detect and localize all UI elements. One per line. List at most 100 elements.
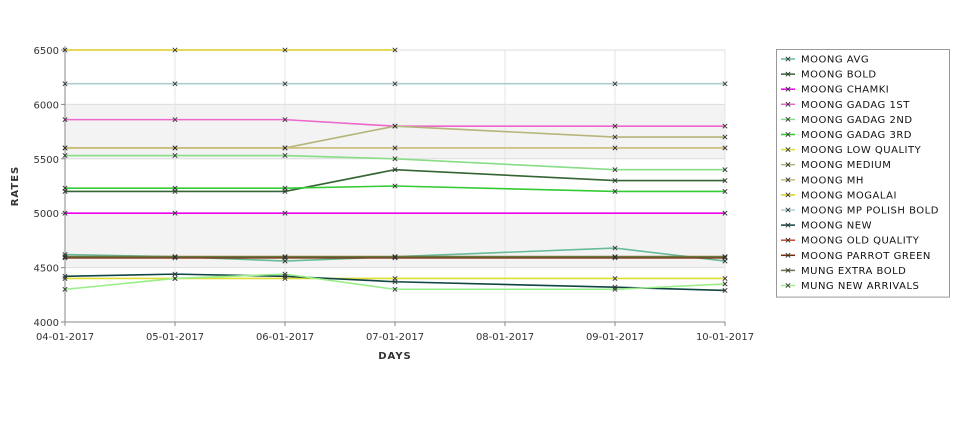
legend-label: MOONG AVG (801, 55, 869, 66)
data-point-marker (722, 145, 728, 151)
data-point-marker (62, 117, 68, 123)
data-point-marker (722, 210, 728, 216)
data-point-marker (722, 123, 728, 129)
data-point-marker (722, 287, 728, 293)
data-point-marker (62, 254, 68, 260)
data-point-marker (612, 254, 618, 260)
legend-label: MOONG NEW (801, 221, 872, 232)
y-tick-label: 5000 (34, 209, 59, 220)
data-point-marker (392, 255, 398, 261)
x-tick-label: 08-01-2017 (476, 332, 534, 343)
data-point-marker (722, 178, 728, 184)
series-line (65, 185, 725, 193)
data-point-marker (392, 167, 398, 173)
legend-label: MOONG PARROT GREEN (801, 251, 931, 262)
legend-marker (785, 131, 791, 138)
legend-marker (785, 267, 791, 273)
data-point-marker (172, 81, 178, 87)
data-point-marker (722, 134, 728, 140)
legend-marker (785, 177, 791, 183)
legend-marker (785, 86, 791, 92)
legend-label: MOONG MEDIUM (801, 160, 891, 171)
x-tick-label: 09-01-2017 (586, 332, 644, 343)
data-point-marker (612, 178, 618, 184)
legend-item: MOONG MP POLISH BOLD (781, 206, 939, 217)
series-line (64, 273, 726, 291)
legend-label: MOONG LOW QUALITY (801, 145, 922, 156)
x-axis-title: DAYS (378, 351, 412, 362)
legend-marker (785, 116, 791, 122)
data-point-marker (612, 134, 618, 140)
x-tick-label: 05-01-2017 (146, 332, 204, 343)
series-lines (64, 49, 726, 292)
data-point-marker (612, 145, 618, 151)
legend-item: MOONG GADAG 2ND (781, 115, 912, 126)
data-point-marker (282, 185, 288, 191)
data-point-marker (282, 153, 288, 159)
data-point-marker (282, 117, 288, 123)
data-point-marker (722, 281, 728, 287)
data-point-marker (62, 255, 68, 261)
data-point-marker (392, 183, 398, 189)
legend-marker (785, 222, 791, 228)
legend: MOONG AVG MOONG BOLD MOONG CHAMKI MOONG GAD… (776, 49, 950, 298)
legend-item: MOONG GADAG 3RD (781, 130, 912, 141)
data-point-marker (282, 210, 288, 216)
data-point-marker (392, 254, 398, 260)
series-line (65, 118, 725, 127)
x-tick-labels: 04-01-2017 05-01-2017 06-01-2017 07-01-2017… (36, 332, 754, 343)
data-point-marker (282, 255, 288, 261)
legend-box (776, 49, 950, 298)
legend-label: MOONG GADAG 1ST (801, 100, 910, 111)
x-tick-label: 04-01-2017 (36, 332, 94, 343)
legend-marker (785, 282, 791, 289)
legend-item: MOONG GADAG 1ST (781, 100, 910, 111)
data-point-marker (62, 185, 68, 191)
legend-item: MOONG LOW QUALITY (781, 145, 922, 156)
data-point-marker (172, 271, 178, 277)
data-point-marker (722, 255, 728, 261)
legend-marker (785, 162, 791, 168)
legend-item: MOONG CHAMKI (781, 85, 889, 96)
legend-label: MUNG NEW ARRIVALS (801, 281, 919, 292)
data-point-marker (282, 145, 288, 151)
x-tick-label: 10-01-2017 (696, 332, 754, 343)
legend-marker (785, 101, 791, 107)
data-point-marker (172, 210, 178, 216)
data-point-marker (62, 153, 68, 159)
data-point-marker (172, 255, 178, 261)
legend-item: MOONG OLD QUALITY (781, 236, 919, 247)
data-point-marker (62, 210, 68, 216)
y-tick-label: 6500 (34, 46, 59, 57)
data-point-marker (392, 81, 398, 87)
legend-item: MOONG PARROT GREEN (781, 251, 931, 262)
y-tick-label: 4500 (34, 264, 59, 275)
data-point-marker (282, 254, 288, 260)
legend-label: MOONG BOLD (801, 70, 877, 81)
legend-item: MOONG NEW (781, 221, 872, 232)
y-tick-labels: 4000 4500 5000 5500 6000 6500 (34, 46, 59, 329)
data-point-marker (282, 273, 288, 279)
data-point-marker (62, 275, 68, 281)
data-point-marker (722, 188, 728, 194)
data-point-marker (172, 153, 178, 159)
y-tick-label: 4000 (34, 318, 59, 329)
legend-label: MOONG MP POLISH BOLD (801, 206, 939, 217)
y-tick-label: 5500 (34, 155, 59, 166)
data-point-marker (392, 145, 398, 151)
data-point-marker (282, 271, 288, 277)
data-point-marker (612, 286, 618, 292)
legend-marker (785, 237, 791, 243)
legend-item: MOONG MH (781, 175, 863, 186)
series-markers (62, 47, 728, 293)
data-point-marker (612, 167, 618, 173)
data-point-marker (612, 123, 618, 129)
data-point-marker (62, 145, 68, 151)
data-point-marker (62, 81, 68, 87)
legend-item: MUNG EXTRA BOLD (781, 266, 906, 277)
x-tick-label: 07-01-2017 (366, 332, 424, 343)
data-point-marker (282, 81, 288, 87)
data-point-marker (62, 47, 68, 53)
data-point-marker (282, 47, 288, 53)
